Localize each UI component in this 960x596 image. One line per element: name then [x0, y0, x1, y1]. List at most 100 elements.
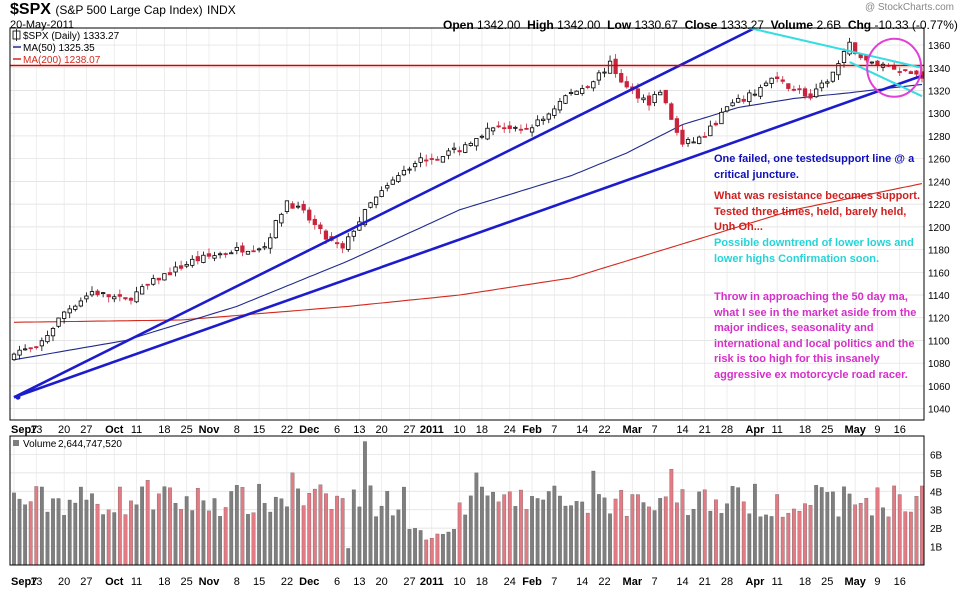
- candle: [217, 251, 223, 259]
- volume-bar: [591, 470, 596, 566]
- candle-body: [819, 82, 824, 89]
- candle: [262, 242, 267, 251]
- candle: [245, 250, 251, 255]
- x-tick-label: Apr: [745, 424, 765, 436]
- candle: [585, 85, 590, 90]
- volume-bar: [34, 486, 39, 566]
- volume-bar: [920, 485, 924, 566]
- candle-body: [62, 311, 67, 319]
- volume-bar: [457, 502, 462, 566]
- candle: [401, 165, 407, 177]
- candle: [39, 337, 44, 352]
- y-tick-label: 1160: [928, 268, 950, 279]
- y-tick-label: 1080: [928, 359, 951, 370]
- volume-bar: [658, 498, 663, 566]
- volume-bar: [597, 494, 601, 566]
- x-tick-label: 13: [353, 576, 365, 588]
- candle-body: [401, 169, 407, 176]
- y-tick-label: 1320: [928, 86, 951, 97]
- candle-body: [897, 71, 902, 73]
- volume-bar: [563, 505, 568, 566]
- candle-body: [474, 138, 479, 147]
- x-tick-label: Oct: [105, 424, 124, 436]
- candle: [791, 85, 797, 92]
- candle: [463, 141, 468, 154]
- x-tick-label: Sep7: [11, 576, 37, 588]
- ma50-line: [13, 83, 923, 361]
- volume-bars: [12, 441, 924, 566]
- candle-body: [775, 76, 780, 79]
- volume-bar: [112, 512, 117, 566]
- volume-bar: [797, 510, 802, 566]
- candle: [112, 294, 117, 303]
- volume-bar: [90, 493, 94, 566]
- candle: [412, 160, 418, 172]
- candle: [568, 88, 574, 96]
- candle-body: [552, 108, 557, 116]
- candle: [23, 344, 28, 351]
- x-tick-label: 7: [551, 576, 557, 588]
- volume-bar: [675, 502, 679, 566]
- candle-body: [580, 88, 585, 94]
- candle-body: [45, 335, 50, 343]
- candle-body: [674, 118, 680, 133]
- volume-bar: [764, 514, 768, 566]
- volume-bar: [753, 483, 757, 566]
- candle-body: [697, 136, 702, 144]
- candle-body: [568, 92, 574, 94]
- candle-body: [73, 305, 78, 310]
- candle-body: [11, 353, 17, 361]
- x-tick-label: Nov: [199, 576, 221, 588]
- candle-body: [396, 175, 401, 182]
- candle-body: [262, 246, 267, 249]
- candle: [836, 60, 841, 81]
- candle: [752, 89, 758, 97]
- x-tick-label: 18: [158, 576, 170, 588]
- copyright-text: @ StockCharts.com: [864, 2, 954, 13]
- candle-body: [67, 308, 72, 314]
- candle: [908, 70, 913, 75]
- volume-bar: [351, 489, 356, 566]
- ticker-symbol: $SPX: [10, 1, 51, 18]
- candle: [268, 233, 273, 254]
- y-tick-label: 1180: [928, 246, 950, 257]
- x-tick-label: 22: [598, 576, 610, 588]
- candle: [479, 134, 485, 140]
- exchange-label: INDX: [207, 3, 236, 17]
- volume-bar: [496, 501, 501, 566]
- volume-bar: [134, 504, 139, 566]
- volume-bar: [535, 498, 540, 566]
- candle-body: [78, 300, 83, 307]
- candle-body: [229, 252, 234, 255]
- candle-body: [646, 95, 652, 106]
- volume-bar: [229, 491, 234, 566]
- candle: [290, 201, 295, 209]
- x-tick-label: 11: [771, 576, 782, 588]
- volume-bar: [145, 480, 150, 566]
- candle-body: [691, 141, 696, 144]
- candle: [362, 208, 368, 227]
- candle: [379, 186, 384, 198]
- candle: [507, 121, 512, 134]
- candle-body: [351, 230, 356, 237]
- x-tick-label: May: [844, 424, 866, 436]
- candle-body: [546, 113, 551, 120]
- candle-body: [635, 88, 641, 99]
- volume-bar: [301, 505, 306, 566]
- candle: [552, 105, 557, 119]
- candle-body: [312, 218, 317, 225]
- candle-body: [295, 205, 301, 208]
- x-tick-label: Mar: [623, 576, 643, 588]
- candle: [340, 241, 345, 254]
- candle-body: [39, 340, 44, 347]
- candle-body: [323, 230, 329, 240]
- support-failed-line: [13, 26, 756, 399]
- candle-body: [730, 102, 735, 107]
- x-tick-label: 28: [721, 576, 733, 588]
- volume-bar: [357, 506, 362, 566]
- candle: [535, 115, 540, 127]
- x-tick-label: 15: [253, 424, 265, 436]
- candle: [903, 69, 908, 73]
- candle: [685, 137, 691, 147]
- candle: [602, 67, 607, 78]
